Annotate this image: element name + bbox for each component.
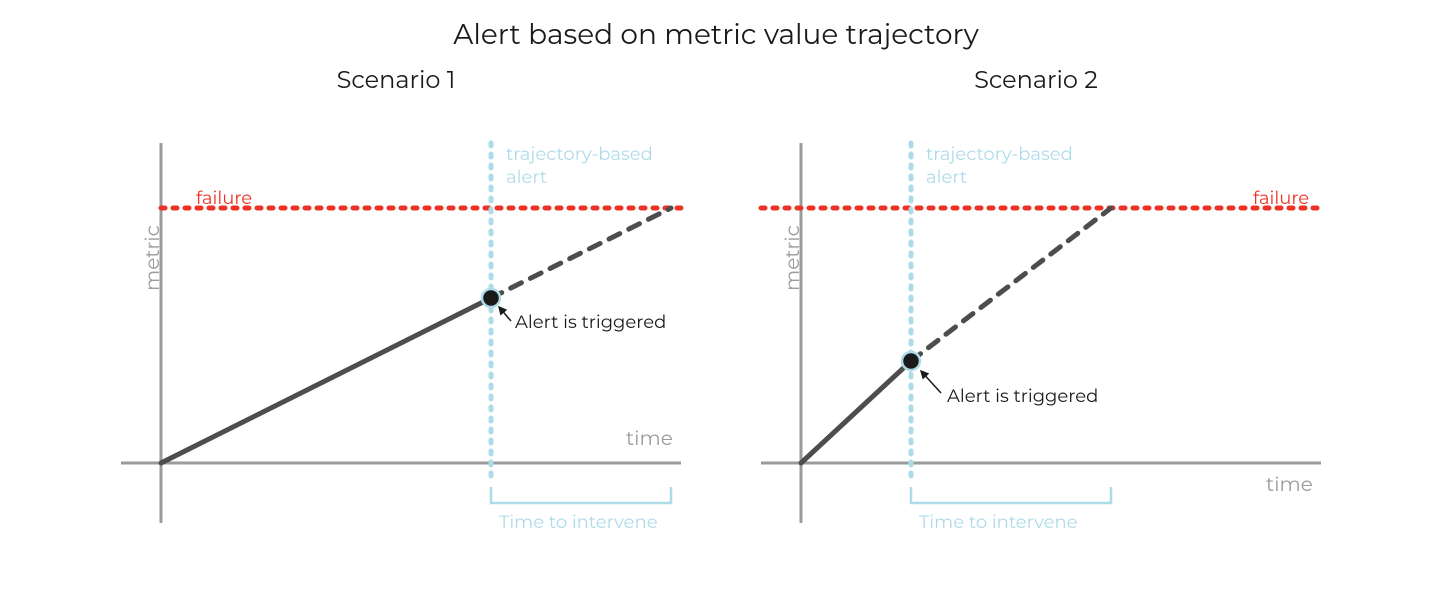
- bracket-label-1: Time to intervene: [499, 511, 658, 534]
- chart-2: failure trajectory-based alert time metr…: [721, 103, 1351, 543]
- panel-scenario-1: Scenario 1: [81, 66, 711, 543]
- data-dash-line: [491, 208, 671, 298]
- panel-title-2: Scenario 2: [721, 66, 1351, 95]
- main-title: Alert based on metric value trajectory: [0, 0, 1432, 52]
- intervene-bracket: [491, 487, 671, 503]
- alert-vertical-label-1: trajectory-based alert: [506, 143, 653, 188]
- panel-title-1: Scenario 1: [81, 66, 711, 95]
- panel-scenario-2: Scenario 2 failure trajectory-base: [721, 66, 1351, 543]
- data-dash-line: [911, 208, 1111, 361]
- alert-marker: [482, 289, 500, 307]
- alert-vertical-label-2: trajectory-based alert: [926, 143, 1073, 188]
- failure-label-1: failure: [196, 187, 252, 210]
- y-axis-label-1: metric: [141, 225, 166, 291]
- failure-label-2: failure: [1253, 187, 1309, 210]
- intervene-bracket: [911, 487, 1111, 503]
- alert-arrow: [921, 371, 941, 393]
- chart-1: failure trajectory-based alert time metr…: [81, 103, 711, 543]
- panels-row: Scenario 1: [0, 66, 1432, 543]
- alert-arrow: [499, 307, 511, 321]
- data-solid-line: [161, 298, 491, 463]
- data-solid-line: [801, 361, 911, 463]
- y-axis-label-2: metric: [781, 225, 806, 291]
- x-axis-label-1: time: [626, 427, 673, 452]
- bracket-label-2: Time to intervene: [919, 511, 1078, 534]
- x-axis-label-2: time: [1266, 473, 1313, 498]
- alert-triggered-label-2: Alert is triggered: [947, 385, 1098, 408]
- alert-marker: [902, 352, 920, 370]
- alert-triggered-label-1: Alert is triggered: [515, 311, 666, 334]
